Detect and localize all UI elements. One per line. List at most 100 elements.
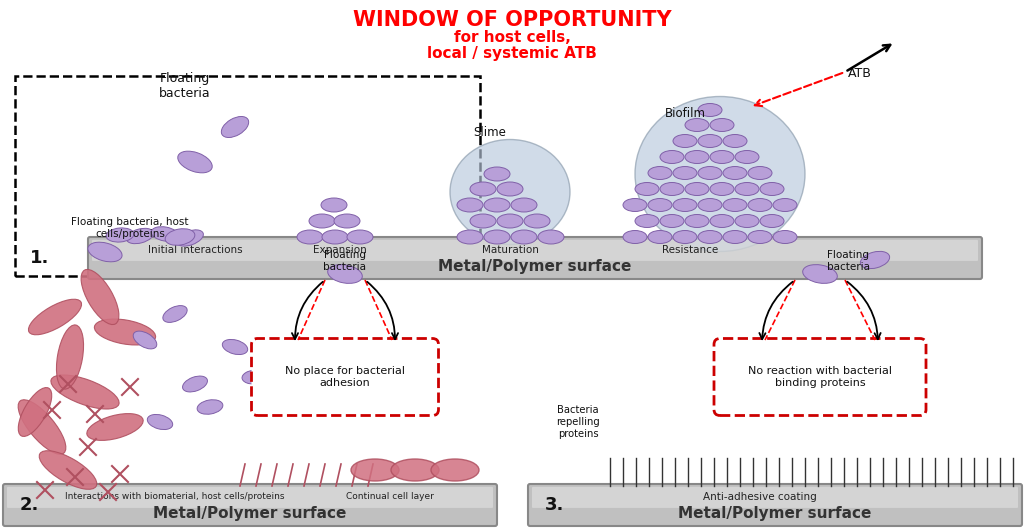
Text: WINDOW OF OPPORTUNITY: WINDOW OF OPPORTUNITY [352,10,672,30]
Ellipse shape [29,299,82,335]
Ellipse shape [760,182,784,195]
Ellipse shape [511,230,537,244]
Ellipse shape [648,198,672,212]
Ellipse shape [39,451,97,489]
Ellipse shape [457,230,483,244]
Ellipse shape [322,230,348,244]
Ellipse shape [497,214,523,228]
Ellipse shape [309,214,335,228]
Ellipse shape [760,214,784,228]
Ellipse shape [698,198,722,212]
Ellipse shape [685,151,709,163]
Ellipse shape [126,228,154,244]
Ellipse shape [673,135,697,147]
Ellipse shape [648,167,672,179]
Text: Initial interactions: Initial interactions [147,245,243,255]
Ellipse shape [723,167,746,179]
Ellipse shape [176,230,204,246]
Ellipse shape [222,339,248,354]
Ellipse shape [18,400,66,454]
Text: No place for bacterial
adhesion: No place for bacterial adhesion [285,366,406,388]
Ellipse shape [623,230,647,244]
Ellipse shape [106,228,134,242]
Ellipse shape [685,214,709,228]
Ellipse shape [723,230,746,244]
FancyBboxPatch shape [7,487,493,508]
Ellipse shape [803,264,838,284]
Ellipse shape [710,214,734,228]
Text: 2.: 2. [20,496,39,514]
Ellipse shape [648,230,672,244]
Text: Bacteria
repelling
proteins: Bacteria repelling proteins [556,405,600,438]
Text: Floating
bacteria: Floating bacteria [826,250,869,272]
Ellipse shape [685,182,709,195]
Text: ATB: ATB [848,67,872,80]
Ellipse shape [773,230,797,244]
Text: Biofilm: Biofilm [665,107,706,120]
Ellipse shape [635,214,659,228]
Ellipse shape [133,331,157,349]
Text: Anti-adhesive coating: Anti-adhesive coating [703,492,817,502]
Ellipse shape [723,198,746,212]
Ellipse shape [773,198,797,212]
Text: Expansion: Expansion [313,245,367,255]
Text: for host cells,: for host cells, [454,30,570,45]
Ellipse shape [511,198,537,212]
Ellipse shape [165,229,195,245]
Ellipse shape [710,151,734,163]
Text: Maturation: Maturation [481,245,539,255]
Ellipse shape [321,198,347,212]
Ellipse shape [698,230,722,244]
Text: Floating bacteria, host
cells/proteins: Floating bacteria, host cells/proteins [72,217,188,238]
Ellipse shape [723,135,746,147]
Text: Continual cell layer: Continual cell layer [346,492,434,501]
Ellipse shape [538,230,564,244]
Ellipse shape [623,198,647,212]
Ellipse shape [87,413,143,440]
Ellipse shape [334,214,360,228]
Ellipse shape [660,151,684,163]
FancyBboxPatch shape [88,237,982,279]
FancyBboxPatch shape [528,484,1022,526]
Ellipse shape [94,319,156,345]
Text: 3.: 3. [545,496,564,514]
Ellipse shape [147,414,173,429]
Ellipse shape [660,214,684,228]
Ellipse shape [152,227,179,242]
Ellipse shape [710,119,734,131]
Ellipse shape [698,104,722,117]
Ellipse shape [391,459,439,481]
Ellipse shape [660,182,684,195]
Text: 1.: 1. [30,249,49,267]
FancyBboxPatch shape [92,240,978,261]
Ellipse shape [710,182,734,195]
Ellipse shape [685,119,709,131]
Text: Floating
bacteria: Floating bacteria [159,72,211,100]
Text: Interactions with biomaterial, host cells/proteins: Interactions with biomaterial, host cell… [66,492,285,501]
Text: local / systemic ATB: local / systemic ATB [427,46,597,61]
Ellipse shape [88,242,122,262]
Ellipse shape [673,230,697,244]
Ellipse shape [748,198,772,212]
Text: Floating
bacteria: Floating bacteria [324,250,367,272]
Ellipse shape [178,151,212,173]
Ellipse shape [51,375,119,409]
Ellipse shape [524,214,550,228]
Text: Metal/Polymer surface: Metal/Polymer surface [154,506,347,521]
Ellipse shape [221,117,249,137]
Ellipse shape [198,400,223,414]
FancyBboxPatch shape [252,338,438,415]
Ellipse shape [748,167,772,179]
Ellipse shape [242,370,268,384]
Ellipse shape [497,182,523,196]
FancyBboxPatch shape [532,487,1018,508]
Ellipse shape [673,198,697,212]
FancyBboxPatch shape [3,484,497,526]
Ellipse shape [328,264,362,284]
Text: Slime: Slime [473,126,507,139]
Text: Metal/Polymer surface: Metal/Polymer surface [438,259,632,274]
Ellipse shape [735,214,759,228]
Ellipse shape [860,251,890,269]
Ellipse shape [163,305,187,322]
Ellipse shape [484,230,510,244]
